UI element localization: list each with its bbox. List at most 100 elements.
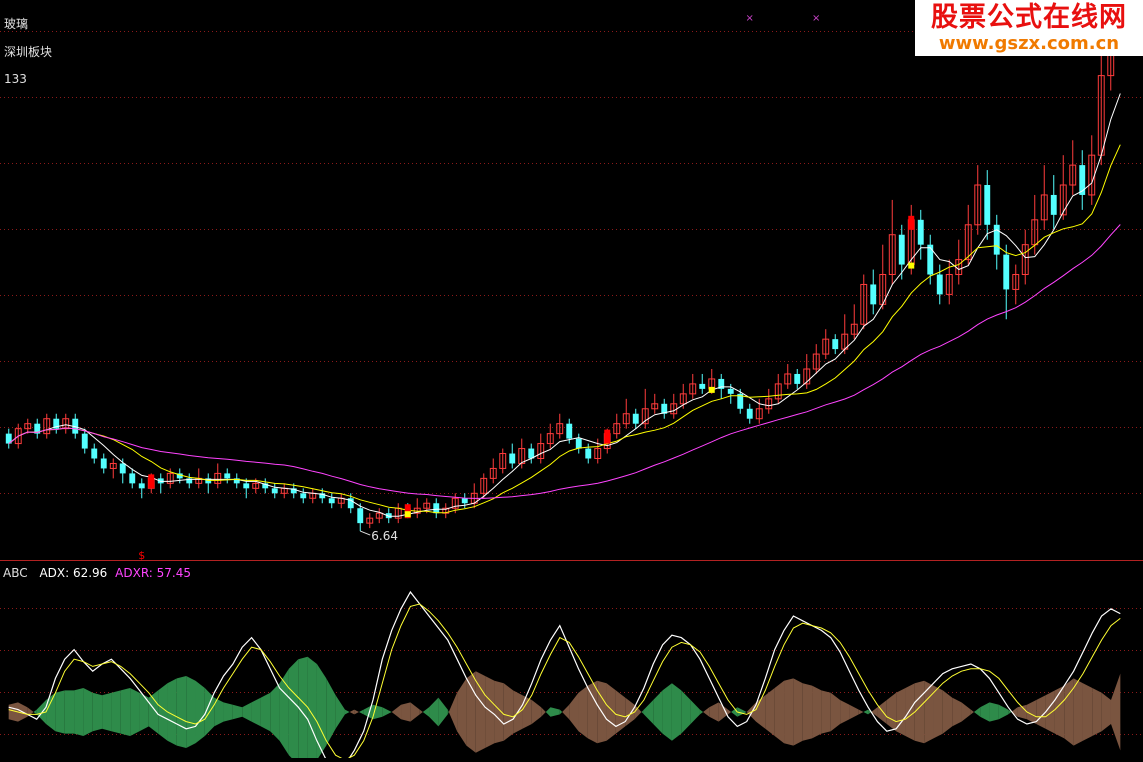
- candle-body-down: [53, 418, 60, 429]
- candle-body-up: [812, 353, 820, 370]
- area-band-negative: [55, 690, 65, 734]
- candle-body-down: [528, 448, 535, 459]
- area-band-negative: [973, 707, 981, 717]
- area-band-negative: [158, 683, 168, 741]
- area-band-negative: [120, 688, 131, 736]
- area-band-negative: [681, 690, 691, 734]
- area-band-positive: [914, 680, 925, 744]
- area-band-positive: [587, 680, 598, 744]
- area-band-positive: [457, 678, 467, 746]
- candle-body-down: [898, 234, 905, 265]
- low-price-pointer: [360, 530, 371, 536]
- area-band-positive: [774, 680, 785, 744]
- area-band-negative: [550, 707, 560, 717]
- candle-body-up: [375, 512, 383, 519]
- area-band-positive: [401, 702, 411, 722]
- area-band-negative: [429, 697, 439, 727]
- area-band-negative: [980, 702, 990, 722]
- candle-body-up: [1059, 184, 1067, 216]
- candle-body-down: [119, 463, 126, 474]
- candle-body-down: [699, 383, 706, 389]
- candle-body-up: [24, 423, 32, 430]
- area-band-positive: [765, 688, 775, 736]
- candle-body-up: [850, 323, 858, 335]
- watermark-title: 股票公式在线网: [931, 2, 1127, 33]
- area-band-positive: [354, 709, 359, 715]
- candle-body-up: [679, 393, 687, 405]
- area-band-negative: [298, 656, 308, 762]
- candle-body-up: [499, 453, 507, 469]
- area-band-positive: [961, 702, 971, 722]
- candle-body-down: [1050, 194, 1057, 215]
- area-band-negative: [102, 692, 112, 732]
- candle-body-down: [661, 403, 668, 414]
- indicator-legend: ABC ADX: 62.96 ADXR: 57.45: [3, 566, 191, 580]
- area-band-negative: [335, 695, 345, 729]
- area-band-positive: [1054, 685, 1065, 739]
- candle-body-down: [300, 493, 307, 499]
- area-band-positive: [886, 692, 897, 732]
- area-band-negative: [699, 709, 704, 715]
- candle-body-down: [727, 388, 734, 394]
- candle-body-down: [5, 433, 12, 444]
- area-band-positive: [615, 690, 626, 734]
- area-band-negative: [74, 688, 84, 736]
- signal-red: [148, 474, 155, 489]
- area-band-negative: [214, 697, 224, 727]
- area-band-negative: [989, 702, 999, 722]
- area-band-negative: [186, 676, 196, 748]
- area-band-negative: [326, 678, 336, 746]
- area-band-positive: [634, 704, 642, 720]
- candle-body-down: [993, 224, 1000, 255]
- candle-body-up: [689, 383, 697, 395]
- candle-body-down: [737, 393, 744, 409]
- area-band-negative: [447, 709, 449, 715]
- area-band-negative: [690, 700, 700, 724]
- area-band-negative: [92, 692, 103, 732]
- area-band-positive: [625, 697, 635, 727]
- candle-body-up: [518, 448, 526, 464]
- area-band-negative: [559, 709, 563, 715]
- candle-body-up: [613, 423, 621, 435]
- candle-body-up: [651, 403, 659, 410]
- area-band-negative: [671, 683, 682, 741]
- watermark-url: www.gszx.com.cn: [938, 33, 1120, 54]
- area-band-positive: [1017, 704, 1027, 720]
- area-band-positive: [896, 688, 906, 736]
- area-band-positive: [784, 678, 794, 746]
- area-band-negative: [46, 692, 56, 732]
- area-band-negative: [176, 676, 187, 748]
- candle-body-down: [566, 423, 573, 439]
- candle-body-down: [718, 378, 725, 389]
- candle-body-up: [556, 423, 564, 435]
- area-band-negative: [242, 702, 252, 722]
- area-band-negative: [260, 692, 271, 732]
- candle-body-up: [214, 472, 222, 484]
- area-band-positive: [1082, 683, 1093, 741]
- area-band-negative: [358, 709, 364, 715]
- candle-body-down: [72, 418, 79, 434]
- area-band-negative: [863, 709, 869, 715]
- candle-body-down: [319, 493, 326, 499]
- candle-body-down: [262, 483, 269, 489]
- candle-body-up: [166, 472, 174, 484]
- candle-body-up: [641, 408, 649, 425]
- area-band-negative: [641, 709, 644, 715]
- area-band-positive: [952, 697, 962, 727]
- candle-body-down: [936, 274, 943, 295]
- candle-body-down: [100, 458, 107, 469]
- area-band-negative: [223, 702, 233, 722]
- candle-body-down: [233, 478, 240, 484]
- area-band-positive: [494, 680, 504, 744]
- area-band-positive: [858, 709, 864, 715]
- stock-name: 玻璃: [4, 17, 29, 31]
- candle-body-up: [62, 418, 70, 430]
- candle-body-up: [252, 482, 260, 489]
- signal-yellow: [708, 386, 715, 393]
- candle-body-up: [860, 283, 868, 325]
- area-band-positive: [840, 700, 850, 724]
- area-band-negative: [1008, 709, 1012, 715]
- area-band-negative: [653, 690, 663, 734]
- stock-code: 133: [4, 72, 27, 86]
